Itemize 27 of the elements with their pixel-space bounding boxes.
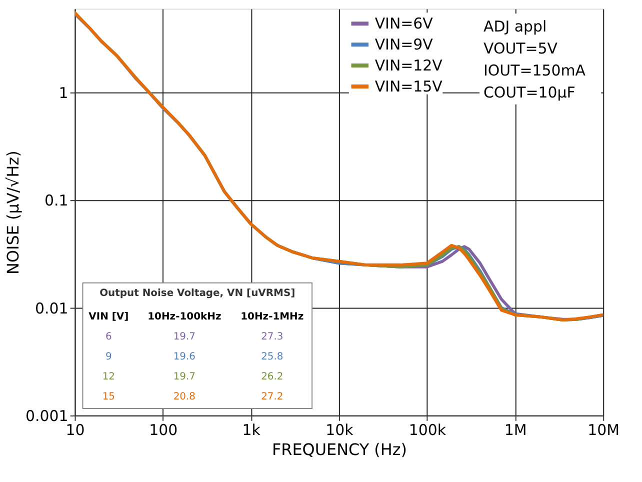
x-tick-label: 1k (242, 420, 261, 439)
x-axis-title: FREQUENCY (Hz) (272, 440, 407, 459)
y-tick-label: 1 (58, 84, 68, 102)
y-tick-label: 0.1 (44, 192, 68, 210)
text: 6 19.7 27.3 (105, 332, 284, 343)
legend-label: VIN=9V (374, 36, 434, 54)
x-tick-label: 10k (326, 420, 354, 439)
annotation: ADJ appl (483, 18, 547, 36)
annotation: Output Noise Voltage, VN [uVRMS] (100, 288, 296, 299)
x-tick-label: 100 (149, 420, 178, 439)
legend-label: VIN=15V (374, 77, 444, 96)
annotation: IOUT=150mA (483, 61, 586, 80)
text: 9 19.6 25.8 (105, 352, 284, 363)
y-tick-label: 0.01 (35, 299, 68, 318)
annotation: VOUT=5V (483, 40, 558, 58)
text: 15 20.8 27.2 (102, 391, 284, 402)
x-tick-label: 1M (504, 420, 527, 439)
text: 12 19.7 26.2 (102, 372, 284, 383)
x-tick-label: 10 (66, 420, 85, 439)
x-tick-label: 10M (588, 420, 620, 439)
y-axis-title: NOISE (µV/√Hz) (4, 150, 22, 274)
y-tick-label: 0.001 (26, 406, 68, 425)
annotation: COUT=10µF (483, 83, 576, 102)
legend-label: VIN=12V (374, 56, 444, 74)
text: VIN [V] 10Hz-100kHz 10Hz-1MHz (88, 312, 304, 323)
legend-label: VIN=6V (374, 14, 434, 33)
x-tick-label: 100k (408, 420, 446, 439)
